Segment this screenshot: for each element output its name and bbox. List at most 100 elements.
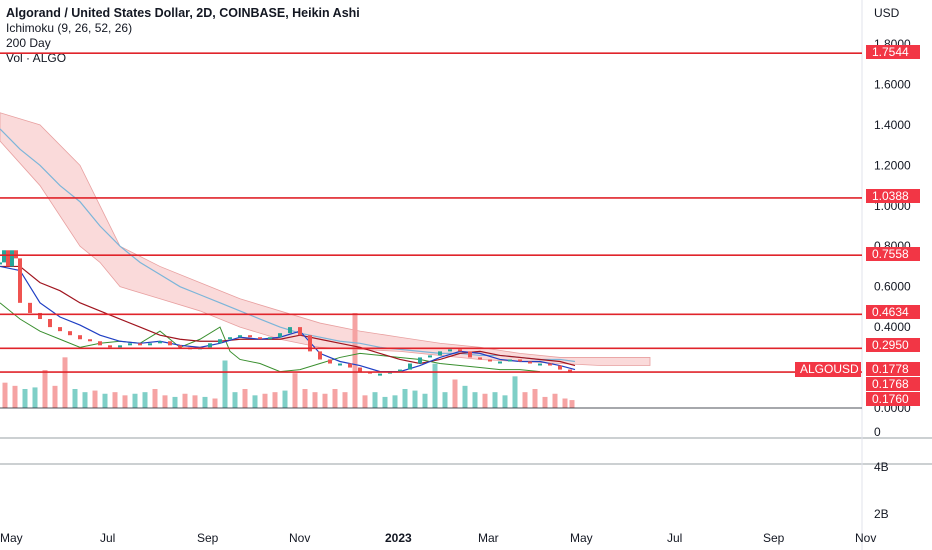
volume-bar-2 [22, 389, 28, 408]
price-tag-0: 1.7544 [872, 45, 909, 59]
price-tag-2: 0.7558 [872, 247, 909, 261]
volume-bar-46 [462, 385, 468, 408]
price-tag-1: 1.0388 [872, 189, 909, 203]
volume-bar-9 [92, 390, 98, 408]
price-candle-53 [498, 361, 502, 364]
price-tag-bg-0 [866, 45, 920, 59]
price-tag-bg-6 [866, 377, 920, 391]
volume-bar-41 [412, 390, 418, 408]
volume-bar-13 [132, 393, 138, 408]
volume-bar-39 [392, 395, 398, 408]
volume-bar-24 [242, 389, 248, 408]
price-candle-44 [408, 363, 412, 370]
volume-bar-28 [282, 390, 288, 408]
volume-bar-44 [442, 392, 448, 408]
volume-bar-21 [212, 398, 218, 408]
price-candle-16 [128, 343, 132, 346]
indicator-lines [0, 128, 576, 376]
volume-bar-15 [152, 389, 158, 408]
price-candle-6 [28, 302, 32, 313]
horizontal-levels [0, 52, 862, 373]
price-candle-28 [248, 335, 252, 338]
lower-tick-1: 2B [874, 507, 889, 521]
volume-bar-36 [362, 395, 368, 408]
price-candle-36 [328, 359, 332, 364]
price-candle-39 [358, 367, 362, 372]
x-tick-0: May [0, 531, 23, 545]
price-candle-17 [138, 343, 142, 346]
chikou-line [0, 302, 541, 373]
volume-bar-6 [62, 357, 68, 408]
price-candle-31 [278, 333, 282, 338]
kijun-line [0, 265, 576, 367]
price-candle-38 [348, 363, 352, 368]
volume-bar-29 [292, 373, 298, 408]
volume-bar-56 [562, 398, 568, 408]
price-candle-41 [378, 373, 382, 376]
price-candle-13 [98, 341, 102, 346]
price-tag-5: 0.1778 [872, 362, 909, 376]
price-candle-2 [6, 250, 10, 267]
x-tick-1: Jul [100, 531, 115, 545]
price-tag-bg-4 [866, 338, 920, 352]
volume-bar-18 [182, 393, 188, 408]
price-candle-49 [458, 349, 462, 352]
price-candle-15 [118, 345, 122, 348]
legend-volume: Vol · ALGO [6, 51, 67, 65]
volume-bar-31 [312, 392, 318, 408]
volume-bar-43 [432, 363, 438, 408]
price-candle-30 [268, 337, 272, 340]
volume-bar-27 [272, 392, 278, 408]
y-tick-2: 1.4000 [874, 118, 911, 132]
price-candle-60 [568, 369, 572, 372]
price-tag-6: 0.1768 [872, 377, 909, 391]
legend-ma200: 200 Day [6, 36, 51, 50]
price-candle-55 [518, 359, 522, 362]
x-tick-5: Mar [478, 531, 499, 545]
price-candle-25 [218, 339, 222, 344]
volume-bar-50 [502, 395, 508, 408]
volume-bar-45 [452, 379, 458, 408]
price-tag-bg-7 [866, 392, 920, 406]
price-candle-33 [298, 327, 302, 336]
price-candle-1 [2, 250, 6, 263]
lower-tick-0: 4B [874, 460, 889, 474]
price-candle-58 [548, 363, 552, 366]
price-candle-8 [48, 319, 52, 328]
price-candle-45 [418, 357, 422, 364]
x-tick-6: May [570, 531, 593, 545]
ichimoku-cloud [0, 112, 651, 366]
price-tag-3: 0.4634 [872, 305, 909, 319]
volume-bar-17 [172, 396, 178, 408]
price-candle-7 [38, 312, 42, 320]
volume-bar-52 [522, 392, 528, 408]
volume-bar-14 [142, 392, 148, 408]
volume-bar-57 [569, 400, 575, 408]
volume-bar-42 [422, 393, 428, 408]
x-tick-9: Nov [855, 531, 876, 545]
x-tick-7: Jul [667, 531, 682, 545]
volume-bar-16 [162, 395, 168, 408]
symbol-tag-bg [795, 362, 861, 377]
price-candle-12 [88, 339, 92, 342]
x-tick-2: Sep [197, 531, 219, 545]
price-candle-24 [208, 343, 212, 348]
price-candle-51 [478, 357, 482, 360]
volume-bar-38 [382, 396, 388, 408]
price-candle-26 [228, 337, 232, 340]
price-candle-52 [488, 359, 492, 362]
chart-title: Algorand / United States Dollar, 2D, COI… [6, 6, 360, 20]
volume-bar-4 [42, 370, 48, 408]
currency-label: USD [874, 6, 900, 20]
price-tag-bg-5 [866, 362, 920, 376]
price-candle-46 [428, 355, 432, 358]
price-candle-14 [108, 345, 112, 348]
volume-bar-53 [532, 389, 538, 408]
y-tick-1: 1.6000 [874, 77, 911, 91]
volume-bar-33 [332, 389, 338, 408]
symbol-tag: ALGOUSD [800, 362, 859, 376]
volume-bar-23 [232, 392, 238, 408]
volume-bar-48 [482, 393, 488, 408]
chart-legend: Algorand / United States Dollar, 2D, COI… [6, 6, 360, 66]
